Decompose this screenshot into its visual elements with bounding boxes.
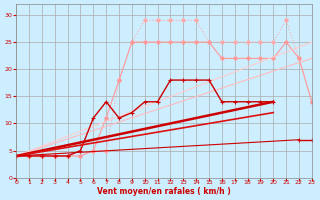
X-axis label: Vent moyen/en rafales ( km/h ): Vent moyen/en rafales ( km/h )	[97, 187, 231, 196]
